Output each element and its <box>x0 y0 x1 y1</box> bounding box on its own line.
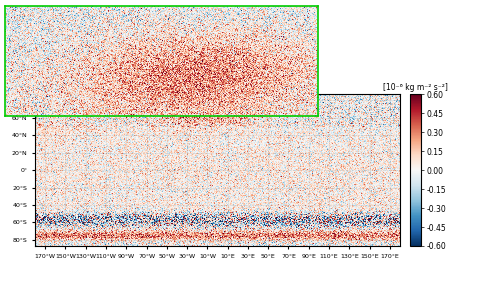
Title: [10⁻⁶ kg m⁻² s⁻²]: [10⁻⁶ kg m⁻² s⁻²] <box>383 83 448 92</box>
